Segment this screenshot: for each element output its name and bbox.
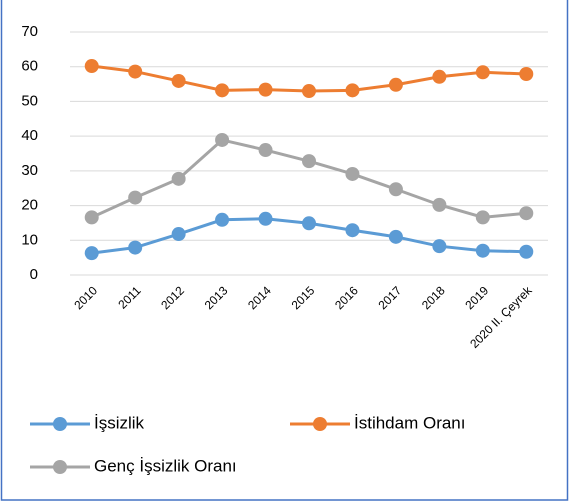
data-point bbox=[84, 59, 99, 74]
data-point bbox=[432, 69, 447, 84]
legend-marker bbox=[313, 417, 327, 431]
data-point bbox=[388, 229, 403, 244]
legend-marker bbox=[53, 417, 67, 431]
data-point bbox=[475, 210, 490, 225]
data-point bbox=[519, 206, 534, 221]
data-point bbox=[475, 243, 490, 258]
data-point bbox=[215, 132, 230, 147]
data-point bbox=[519, 67, 534, 82]
data-point bbox=[388, 77, 403, 92]
legend-label: İşsizlik bbox=[94, 413, 145, 432]
y-tick-label: 30 bbox=[21, 162, 38, 179]
data-point bbox=[215, 212, 230, 227]
data-point bbox=[432, 197, 447, 212]
legend-label: Genç İşsizlik Oranı bbox=[94, 456, 237, 475]
data-point bbox=[258, 143, 273, 158]
data-point bbox=[345, 83, 360, 98]
data-point bbox=[302, 216, 316, 231]
data-point bbox=[171, 73, 186, 88]
data-point bbox=[171, 227, 186, 242]
data-point bbox=[519, 244, 534, 259]
data-point bbox=[84, 246, 99, 261]
data-point bbox=[432, 239, 447, 254]
data-point bbox=[128, 64, 143, 79]
data-point bbox=[84, 210, 99, 225]
legend-marker bbox=[53, 460, 67, 474]
y-tick-label: 40 bbox=[21, 127, 38, 144]
data-point bbox=[345, 223, 360, 238]
data-point bbox=[302, 84, 316, 99]
data-point bbox=[475, 65, 490, 80]
data-point bbox=[302, 154, 316, 169]
y-tick-label: 10 bbox=[21, 231, 38, 248]
data-point bbox=[171, 171, 186, 186]
y-tick-label: 50 bbox=[21, 92, 38, 109]
data-point bbox=[215, 83, 230, 98]
y-tick-label: 60 bbox=[21, 58, 38, 75]
y-tick-label: 70 bbox=[21, 23, 38, 40]
y-tick-label: 0 bbox=[30, 266, 38, 283]
data-point bbox=[388, 182, 403, 197]
y-tick-label: 20 bbox=[21, 197, 38, 214]
data-point bbox=[128, 190, 143, 205]
data-point bbox=[258, 82, 273, 97]
legend-label: İstihdam Oranı bbox=[354, 413, 466, 432]
data-point bbox=[128, 240, 143, 255]
data-point bbox=[345, 166, 360, 181]
data-point bbox=[258, 211, 273, 226]
